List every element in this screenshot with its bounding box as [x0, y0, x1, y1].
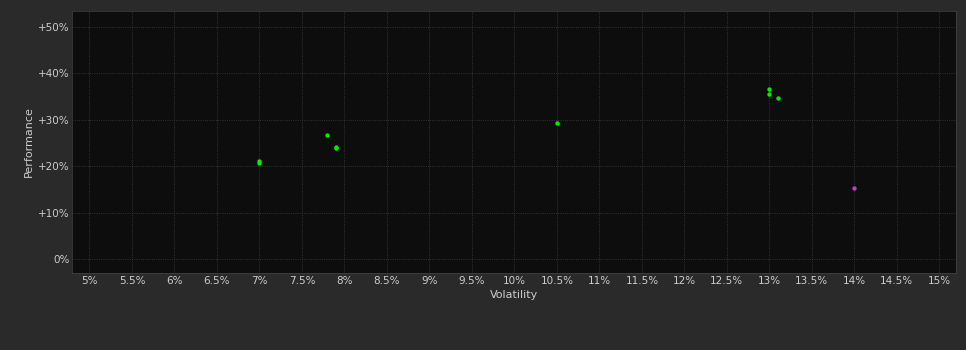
Point	[761, 91, 777, 97]
Point	[761, 87, 777, 92]
Point	[328, 144, 344, 149]
Point	[320, 132, 335, 137]
Point	[549, 120, 564, 126]
Point	[770, 95, 785, 101]
X-axis label: Volatility: Volatility	[491, 290, 538, 300]
Point	[846, 186, 862, 191]
Y-axis label: Performance: Performance	[24, 106, 34, 177]
Point	[252, 161, 268, 166]
Point	[252, 158, 268, 164]
Point	[328, 146, 344, 151]
